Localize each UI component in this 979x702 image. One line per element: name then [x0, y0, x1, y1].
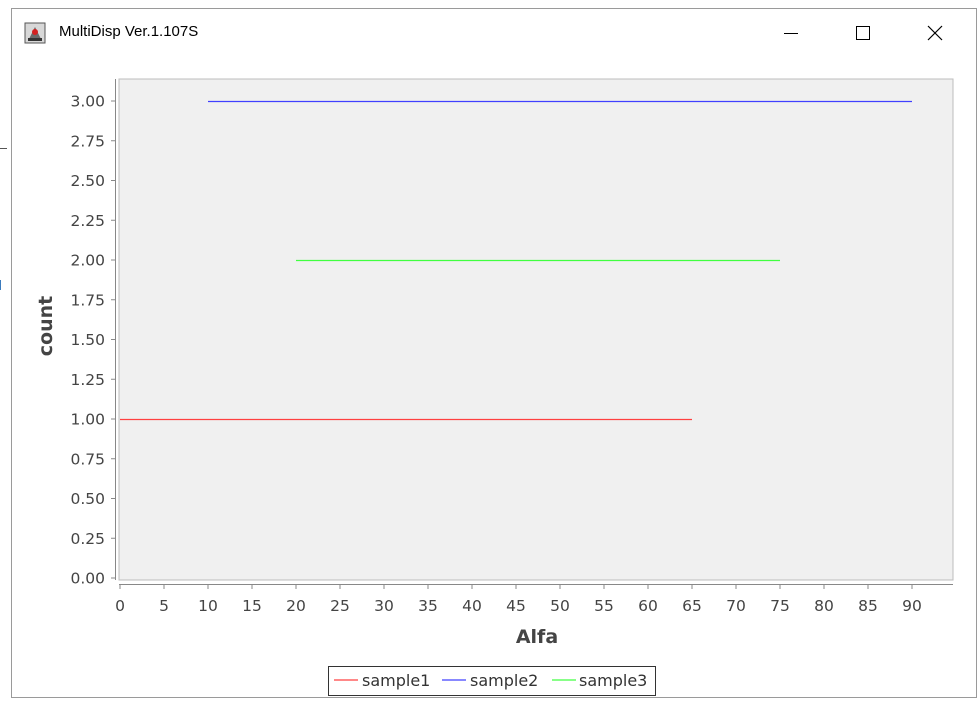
y-axis-label: count — [35, 296, 57, 356]
plot-area — [118, 78, 954, 581]
x-tick-label: 20 — [286, 597, 306, 615]
title-bar[interactable]: MultiDisp Ver.1.107S — [12, 9, 976, 56]
x-tick-label: 55 — [594, 597, 614, 615]
x-tick-label: 75 — [770, 597, 790, 615]
legend-label-sample2: sample2 — [470, 671, 538, 690]
y-tick-label: 2.00 — [70, 252, 105, 270]
java-app-icon — [24, 22, 46, 44]
legend-label-sample3: sample3 — [579, 671, 647, 690]
app-window: MultiDisp Ver.1.107S 0.00 0.25 0.50 0.75 1.0… — [11, 8, 977, 698]
y-tick-label: 1.25 — [70, 371, 105, 389]
y-tick-label: 0.25 — [70, 530, 105, 548]
x-tick-label: 70 — [726, 597, 746, 615]
y-tick-label: 3.00 — [70, 93, 105, 111]
window-title: MultiDisp Ver.1.107S — [59, 23, 199, 40]
y-tick-label: 0.75 — [70, 450, 105, 468]
x-tick-label: 65 — [682, 597, 702, 615]
minimize-button[interactable] — [768, 9, 814, 56]
close-icon — [927, 25, 943, 40]
x-tick-label: 0 — [115, 597, 125, 615]
x-tick-label: 40 — [462, 597, 482, 615]
x-axis-label: Alfa — [516, 626, 558, 648]
y-tick-label: 1.00 — [70, 411, 105, 429]
desktop-artifact — [0, 148, 7, 149]
y-tick-label: 2.75 — [70, 132, 105, 150]
x-tick-label: 80 — [814, 597, 834, 615]
x-tick-label: 30 — [374, 597, 394, 615]
x-tick-label: 45 — [506, 597, 526, 615]
desktop-artifact — [0, 280, 4, 290]
x-tick-label: 60 — [638, 597, 658, 615]
y-tick-label: 2.25 — [70, 212, 105, 230]
minimize-icon — [784, 32, 798, 34]
x-tick-label: 85 — [858, 597, 878, 615]
chart-panel: 0.00 0.25 0.50 0.75 1.00 1.25 1.50 1.75 2.00 2.25… — [12, 56, 976, 702]
x-tick-label: 25 — [330, 597, 350, 615]
legend: sample1 sample2 sample3 — [328, 666, 656, 696]
y-tick-label: 1.75 — [70, 291, 105, 309]
legend-label-sample1: sample1 — [362, 671, 430, 690]
desktop-background — [0, 0, 12, 693]
y-tick-label: 0.50 — [70, 490, 105, 508]
x-tick-label: 90 — [902, 597, 922, 615]
legend-box — [328, 666, 656, 696]
y-tick-label: 2.50 — [70, 172, 105, 190]
maximize-icon — [856, 25, 870, 40]
x-tick-label: 35 — [418, 597, 438, 615]
y-tick-label: 0.00 — [70, 570, 105, 588]
maximize-button[interactable] — [840, 9, 886, 56]
x-tick-label: 15 — [242, 597, 262, 615]
series-layer — [120, 100, 912, 421]
y-tick-label: 1.50 — [70, 331, 105, 349]
x-axis: 0 5 10 15 20 25 30 35 40 45 50 55 60 65 70 75 80 85 90 — [115, 584, 953, 615]
x-tick-label: 5 — [159, 597, 169, 615]
x-tick-label: 10 — [198, 597, 218, 615]
y-axis: 0.00 0.25 0.50 0.75 1.00 1.25 1.50 1.75 2.00 2.25… — [70, 79, 116, 588]
x-tick-label: 50 — [550, 597, 570, 615]
line-chart: 0.00 0.25 0.50 0.75 1.00 1.25 1.50 1.75 2.00 2.25… — [35, 78, 954, 696]
close-button[interactable] — [912, 9, 958, 56]
